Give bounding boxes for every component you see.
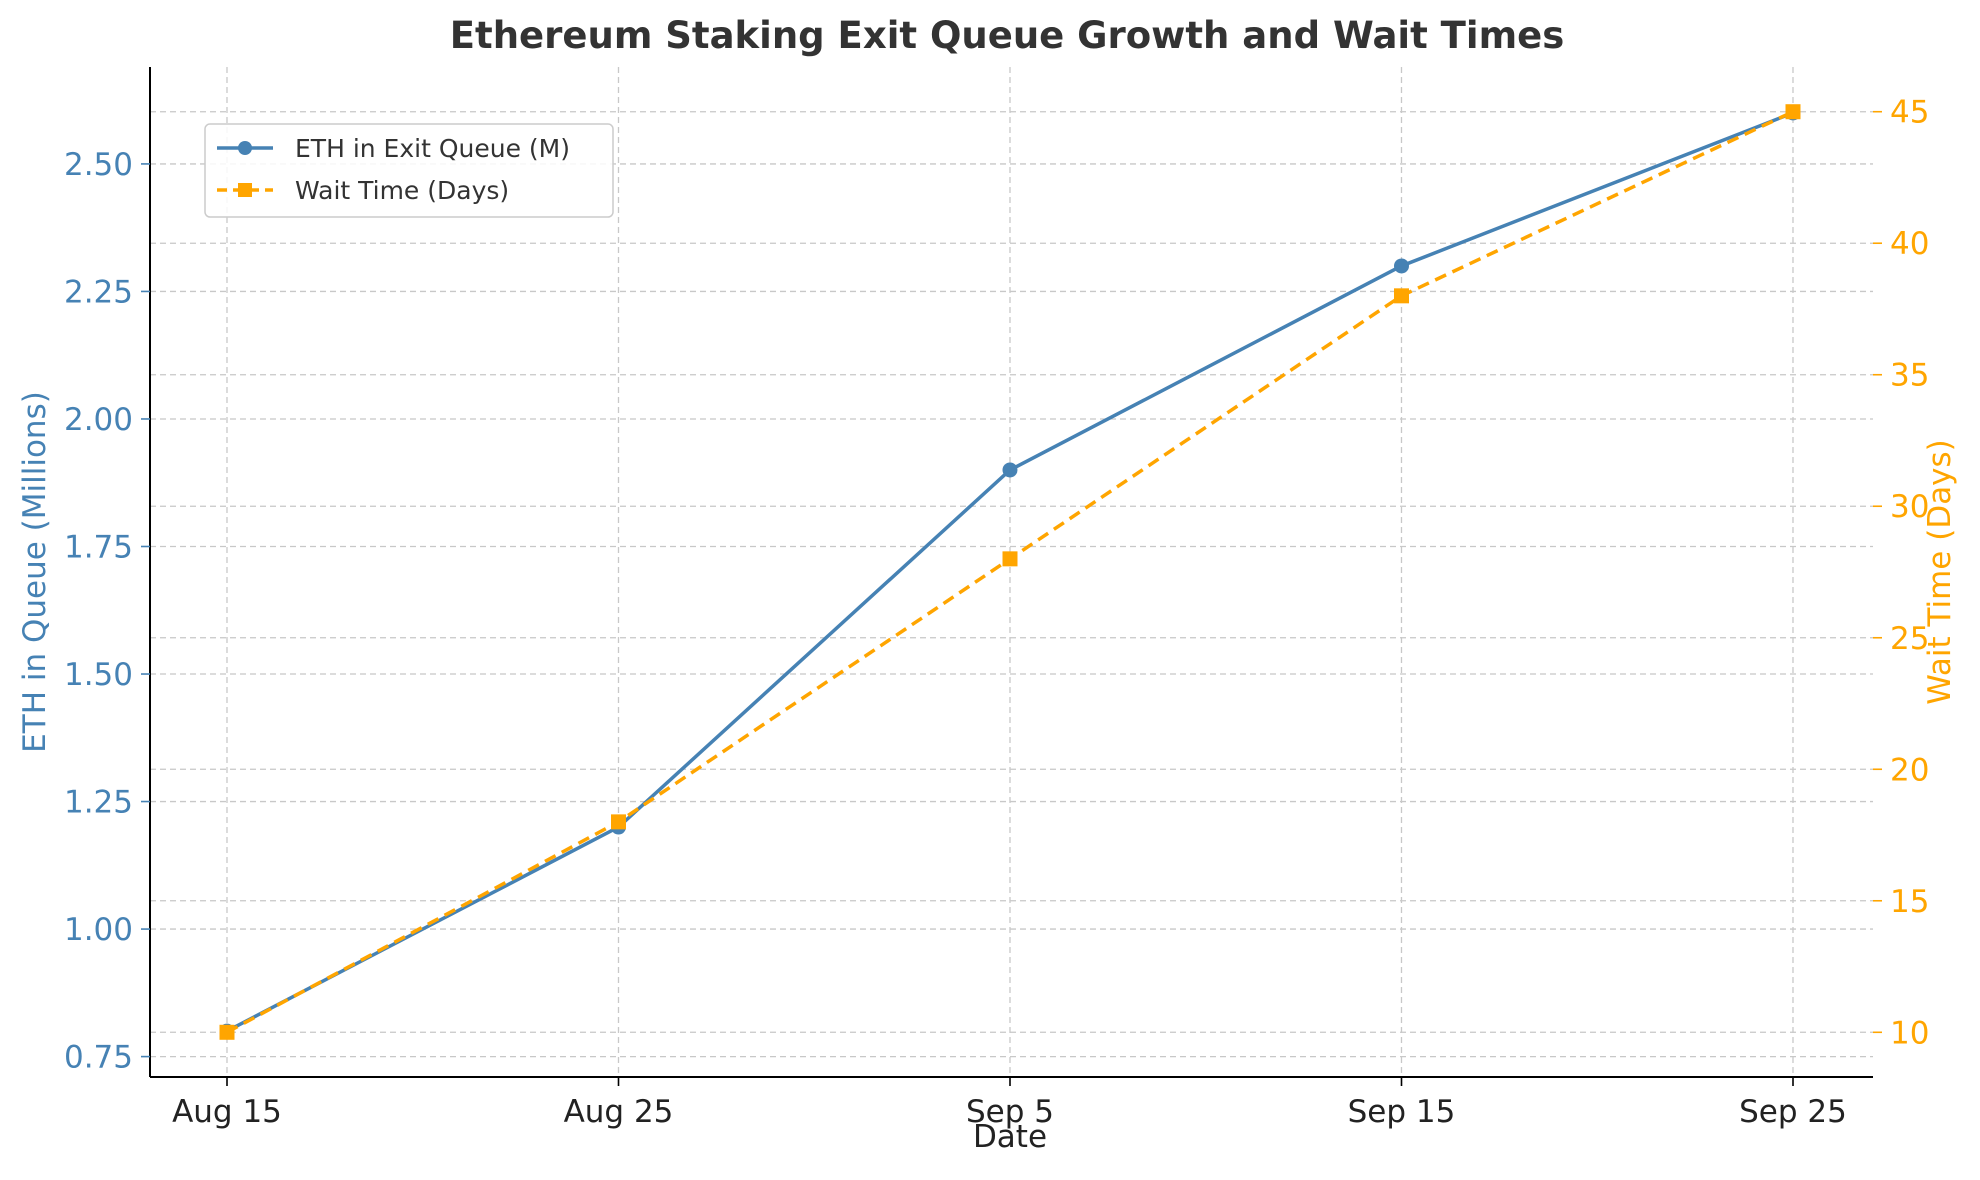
y-right-tick-label: 30 bbox=[1890, 489, 1929, 525]
y-left-tick-label: 1.50 bbox=[64, 657, 133, 693]
data-point-eth-queue bbox=[1394, 258, 1409, 274]
legend-label-eth-queue: ETH in Exit Queue (M) bbox=[295, 134, 570, 163]
y-right-tick-label: 45 bbox=[1890, 95, 1929, 131]
y-axis-left-label: ETH in Queue (Millions) bbox=[17, 391, 53, 753]
ticks-layer: Aug 15 Aug 25 Sep 5 Sep 15 Sep 25 0.75 1.00 1.2… bbox=[64, 95, 1929, 1130]
legend: ETH in Exit Queue (M) Wait Time (Days) bbox=[204, 123, 614, 218]
y-right-tick-label: 10 bbox=[1890, 1015, 1929, 1051]
y-left-tick-label: 0.75 bbox=[64, 1040, 133, 1076]
chart-title: Ethereum Staking Exit Queue Growth and W… bbox=[450, 14, 1565, 57]
x-tick-label: Sep 5 bbox=[966, 1094, 1054, 1130]
legend-label-wait-time: Wait Time (Days) bbox=[295, 176, 509, 205]
legend-box bbox=[204, 123, 614, 218]
y-right-tick-label: 15 bbox=[1890, 884, 1929, 920]
y-left-tick-label: 1.25 bbox=[64, 785, 133, 821]
y-right-tick-label: 40 bbox=[1890, 226, 1929, 262]
data-point-eth-queue bbox=[1002, 462, 1018, 478]
data-point-wait-time bbox=[1785, 104, 1801, 120]
y-right-tick-label: 25 bbox=[1890, 621, 1929, 657]
y-right-tick-label: 20 bbox=[1890, 752, 1929, 788]
y-left-tick-label: 2.50 bbox=[64, 147, 133, 183]
y-right-tick-label: 35 bbox=[1890, 358, 1929, 394]
x-tick-label: Aug 25 bbox=[564, 1094, 674, 1130]
data-point-wait-time bbox=[611, 814, 626, 830]
x-axis-label: Date bbox=[973, 1119, 1047, 1155]
y-left-tick-label: 2.00 bbox=[64, 402, 133, 438]
data-point-wait-time bbox=[1394, 288, 1409, 304]
y-left-tick-label: 2.25 bbox=[64, 274, 133, 310]
x-tick-label: Sep 25 bbox=[1739, 1094, 1847, 1130]
axes-layer bbox=[149, 67, 1873, 1078]
data-point-wait-time bbox=[219, 1024, 235, 1040]
legend-marker-wait-time bbox=[238, 183, 252, 197]
legend-marker-eth-queue bbox=[238, 141, 252, 155]
data-point-wait-time bbox=[1002, 551, 1018, 567]
y-axis-right-label: Wait Time (Days) bbox=[1922, 439, 1958, 705]
grid-layer bbox=[150, 67, 1873, 1077]
x-tick-label: Sep 15 bbox=[1348, 1094, 1456, 1130]
x-tick-label: Aug 15 bbox=[172, 1094, 282, 1130]
series-layer bbox=[219, 104, 1801, 1040]
y-left-tick-label: 1.00 bbox=[64, 912, 133, 948]
y-left-tick-label: 1.75 bbox=[64, 529, 133, 565]
